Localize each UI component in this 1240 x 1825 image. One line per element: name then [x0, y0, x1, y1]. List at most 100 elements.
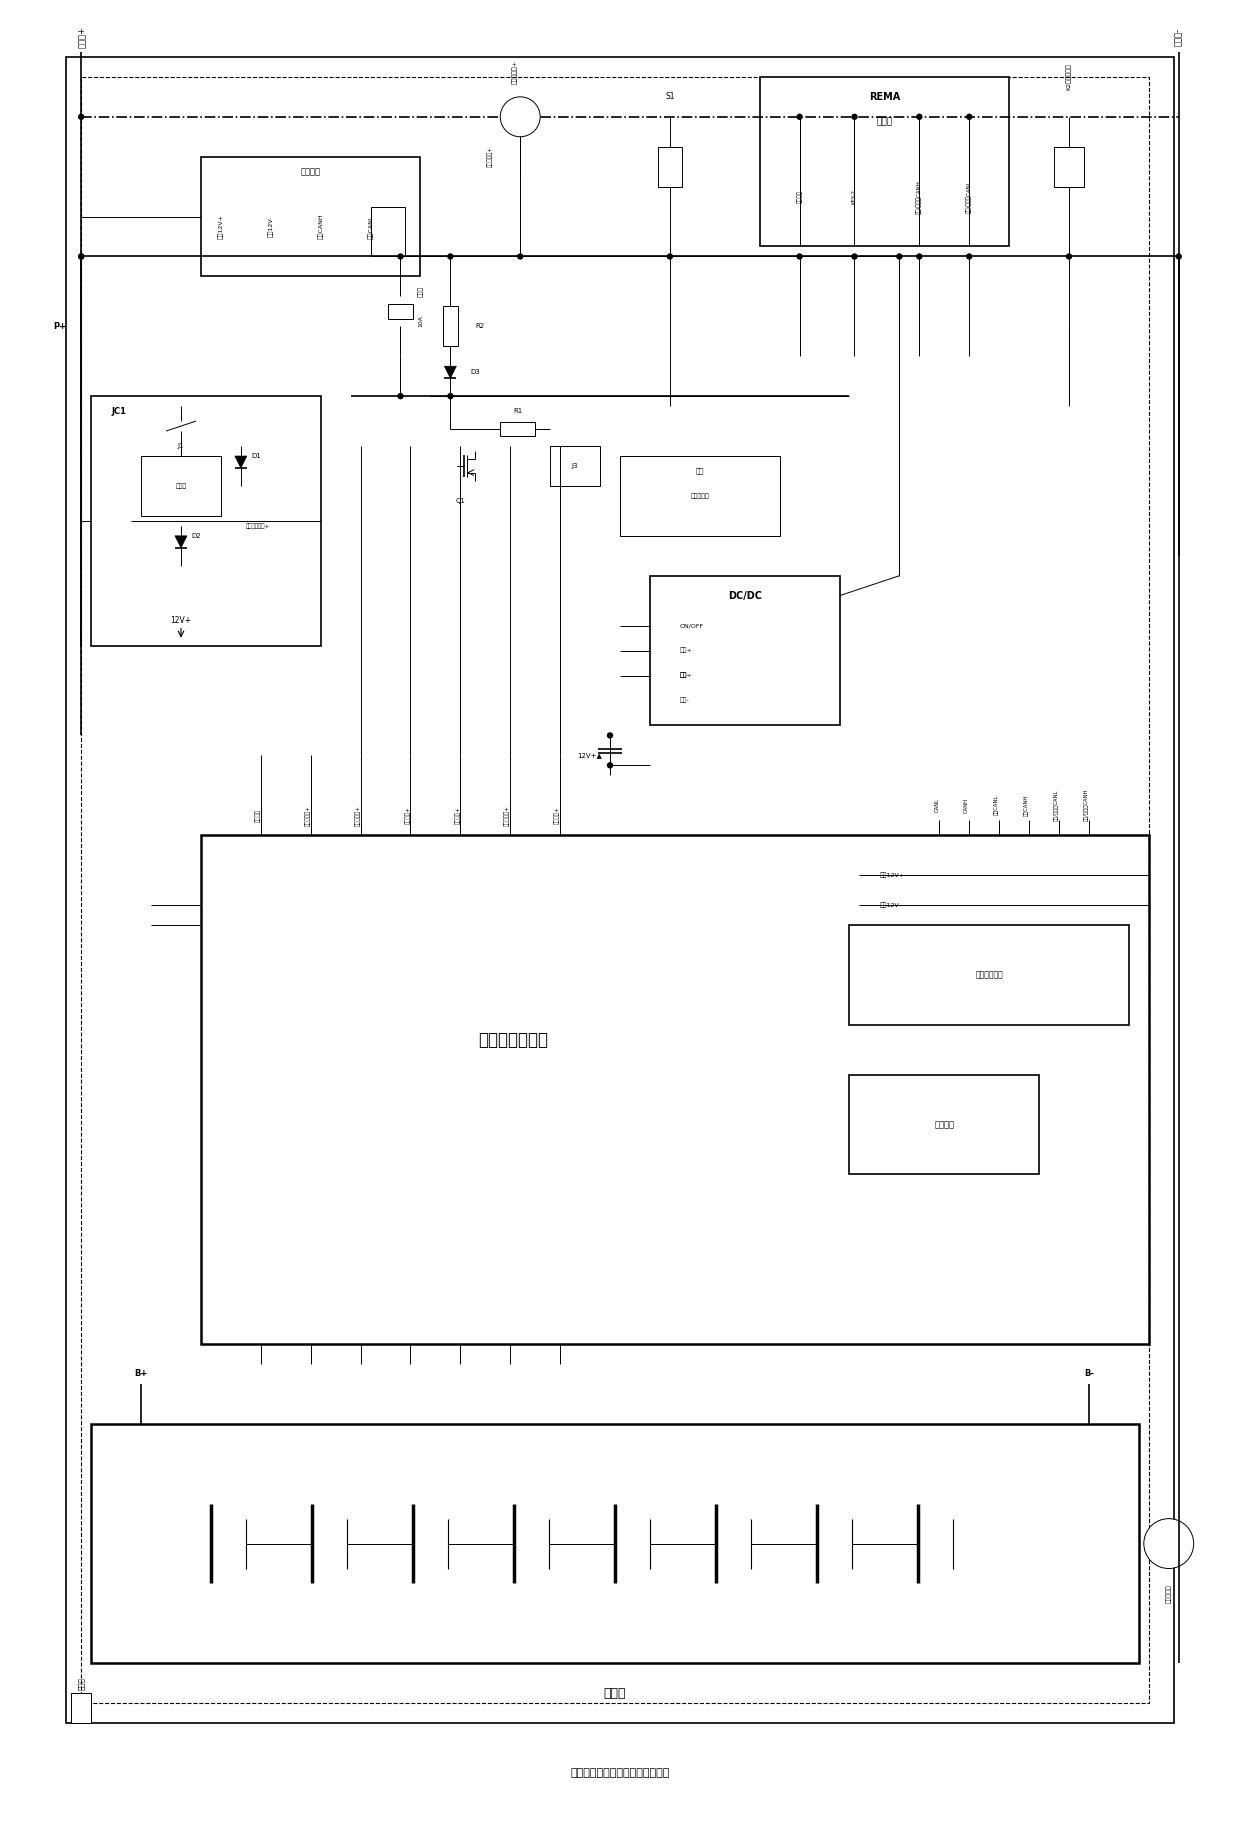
Bar — [760, 77, 1009, 246]
Text: 总压绝缘采集: 总压绝缘采集 — [976, 971, 1003, 980]
Text: 电流采集: 电流采集 — [934, 1121, 955, 1130]
Text: R2: R2 — [475, 323, 485, 328]
Text: 电池组控制采集: 电池组控制采集 — [479, 1031, 548, 1049]
Text: 10A: 10A — [418, 316, 423, 327]
Text: 状态识别: 状态识别 — [255, 808, 260, 821]
Text: 输入-: 输入- — [680, 673, 689, 679]
Bar — [500, 422, 536, 436]
Circle shape — [518, 254, 523, 259]
Text: 指示灯控制+: 指示灯控制+ — [512, 60, 518, 84]
Text: 保险丝: 保险丝 — [78, 1677, 84, 1690]
Bar — [443, 307, 458, 347]
Bar — [66, 57, 1174, 1723]
Text: 12V+▲: 12V+▲ — [578, 752, 603, 759]
Text: 慢车/充电机CANL: 慢车/充电机CANL — [966, 181, 972, 214]
Bar — [849, 1075, 1039, 1175]
Text: K2自复位开关: K2自复位开关 — [1066, 64, 1071, 89]
Circle shape — [852, 254, 857, 259]
Text: 电源12V+: 电源12V+ — [218, 214, 223, 239]
Text: JC1: JC1 — [112, 407, 126, 416]
Text: DC/DC: DC/DC — [728, 591, 761, 600]
Text: R1: R1 — [513, 409, 523, 414]
Text: Q1: Q1 — [455, 498, 465, 504]
Text: 充放电+: 充放电+ — [77, 26, 86, 47]
Circle shape — [448, 394, 453, 398]
Circle shape — [78, 254, 84, 259]
Text: 控制继电器: 控制继电器 — [691, 493, 709, 498]
Text: 电池组控制电路及电池组控制系统: 电池组控制电路及电池组控制系统 — [570, 1768, 670, 1778]
Polygon shape — [444, 367, 456, 378]
Text: 调试CANL: 调试CANL — [368, 214, 373, 239]
Circle shape — [967, 115, 972, 119]
Circle shape — [916, 254, 921, 259]
Bar — [849, 925, 1128, 1026]
Bar — [141, 456, 221, 516]
Circle shape — [967, 254, 972, 259]
Text: D2: D2 — [191, 533, 201, 538]
Circle shape — [78, 115, 84, 119]
Text: 加热驱动+: 加热驱动+ — [405, 807, 410, 825]
Text: 慢车/充电机CANH: 慢车/充电机CANH — [1084, 788, 1089, 821]
Text: ON/OFF: ON/OFF — [680, 622, 704, 628]
Text: 调试接口: 调试接口 — [300, 168, 321, 177]
Text: 风扇驱动+: 风扇驱动+ — [455, 807, 460, 825]
Bar — [201, 157, 420, 276]
Bar — [658, 146, 682, 186]
Bar — [92, 396, 321, 646]
Bar — [371, 206, 405, 257]
Circle shape — [1177, 254, 1182, 259]
Bar — [620, 456, 780, 537]
Text: B-: B- — [1084, 1369, 1094, 1378]
Text: 电池组: 电池组 — [604, 1686, 626, 1699]
Circle shape — [500, 97, 541, 137]
Bar — [81, 77, 1148, 1703]
Text: 电源12V-: 电源12V- — [268, 215, 274, 237]
Circle shape — [78, 254, 84, 259]
Text: 继电器正驱动+: 继电器正驱动+ — [246, 524, 270, 529]
Text: 继电器: 继电器 — [175, 484, 186, 489]
Text: J1: J1 — [177, 443, 185, 449]
Text: P+: P+ — [53, 321, 66, 330]
Circle shape — [797, 254, 802, 259]
Text: 输出+: 输出+ — [680, 673, 693, 679]
Circle shape — [398, 394, 403, 398]
Circle shape — [608, 734, 613, 737]
Text: 12V+: 12V+ — [170, 617, 191, 626]
Text: 霍尔传感器: 霍尔传感器 — [1166, 1584, 1172, 1602]
Text: 输出-: 输出- — [680, 697, 689, 703]
Text: 指示灯控制+: 指示灯控制+ — [487, 146, 494, 168]
Text: 供电控制+: 供电控制+ — [554, 807, 560, 825]
Text: 充放电-: 充放电- — [1174, 27, 1183, 46]
Text: J3: J3 — [572, 464, 578, 469]
Text: 放电正驱动+: 放电正驱动+ — [305, 805, 311, 825]
Text: 电源12V-: 电源12V- — [879, 902, 901, 907]
Text: 慢车/充电机CANH: 慢车/充电机CANH — [916, 179, 923, 214]
Text: 慢车/充电机CANL: 慢车/充电机CANL — [1054, 790, 1059, 821]
Text: CANH: CANH — [965, 798, 970, 812]
Bar — [1054, 146, 1084, 186]
Text: 输入+: 输入+ — [680, 648, 693, 653]
Text: 调试CANL: 调试CANL — [994, 796, 999, 816]
Text: D1: D1 — [250, 453, 260, 460]
Bar — [388, 305, 413, 319]
Bar — [71, 1694, 92, 1723]
Text: 指示灯控制+: 指示灯控制+ — [355, 805, 361, 825]
Text: 供电: 供电 — [696, 467, 704, 474]
Circle shape — [897, 254, 901, 259]
Text: REMA: REMA — [869, 91, 900, 102]
Bar — [92, 1424, 1138, 1663]
Circle shape — [1066, 254, 1071, 259]
Circle shape — [448, 254, 453, 259]
Text: CANL: CANL — [934, 798, 939, 812]
Text: S1: S1 — [665, 93, 675, 102]
Bar — [551, 445, 600, 485]
Circle shape — [916, 115, 921, 119]
Text: 蜂鸣器控制+: 蜂鸣器控制+ — [505, 805, 510, 825]
Text: 保险丝: 保险丝 — [418, 287, 423, 297]
Text: D3: D3 — [470, 369, 480, 376]
Circle shape — [667, 254, 672, 259]
Text: 电源12V+: 电源12V+ — [879, 872, 904, 878]
Circle shape — [797, 115, 802, 119]
Text: 接插件: 接插件 — [877, 117, 893, 126]
Text: KEY-2: KEY-2 — [852, 190, 857, 204]
